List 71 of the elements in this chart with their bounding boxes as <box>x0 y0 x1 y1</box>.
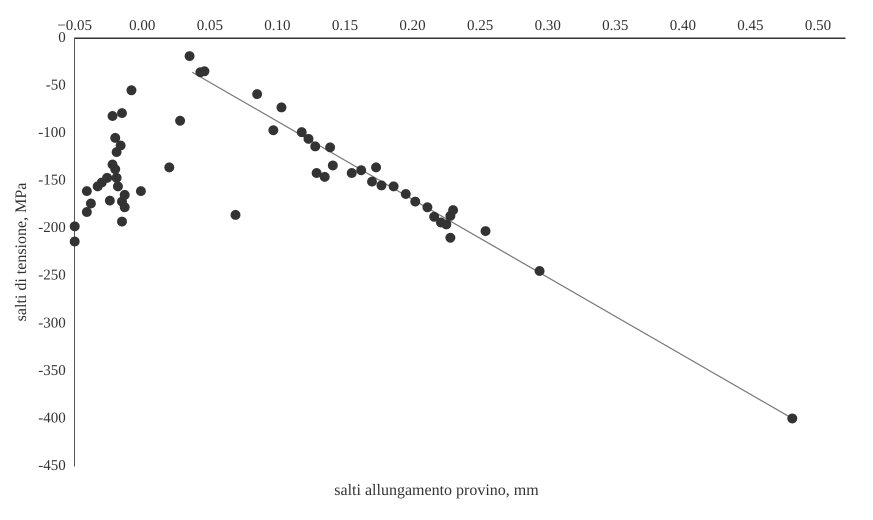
point <box>328 160 338 170</box>
y-axis-title: salti di tensione, MPa <box>12 182 30 322</box>
x-tick-label: 0.10 <box>264 18 291 34</box>
point <box>184 51 195 62</box>
point <box>70 221 80 232</box>
point <box>116 108 127 118</box>
point <box>388 181 399 192</box>
point <box>371 162 382 172</box>
point <box>312 168 322 178</box>
point <box>534 266 545 276</box>
point <box>310 141 320 152</box>
point <box>376 180 386 190</box>
point <box>325 142 336 152</box>
point <box>164 162 174 172</box>
x-tick-label: 0.15 <box>332 18 358 34</box>
point <box>252 89 262 100</box>
y-tick-label: -300 <box>38 315 66 332</box>
point <box>422 202 432 212</box>
y-tick-label: -100 <box>38 125 66 142</box>
y-tick-label: -400 <box>38 410 66 426</box>
point <box>116 216 127 227</box>
point <box>480 226 491 236</box>
point <box>110 164 120 174</box>
x-tick-label: 0.50 <box>804 18 832 34</box>
x-tick-label: 0.40 <box>670 18 696 34</box>
x-axis-title: salti allungamento provino, mm <box>333 482 540 500</box>
y-tick-label: -350 <box>38 362 66 379</box>
y-tick-label: -50 <box>46 77 66 94</box>
point <box>104 196 115 206</box>
point <box>112 172 122 183</box>
x-tick-label: 0.30 <box>534 18 561 34</box>
point <box>787 413 798 424</box>
point <box>296 127 307 138</box>
point <box>92 181 103 192</box>
point <box>441 219 452 230</box>
x-tick-label: 0.05 <box>196 18 223 34</box>
point <box>70 236 80 247</box>
point <box>356 165 366 176</box>
x-tick-label: 0.00 <box>129 18 156 34</box>
point <box>268 125 278 136</box>
point <box>126 85 136 96</box>
point <box>303 134 314 144</box>
point <box>136 186 146 196</box>
point <box>230 210 241 220</box>
y-tick-label: -250 <box>38 268 66 284</box>
point <box>108 110 118 121</box>
point <box>367 176 378 187</box>
y-tick-label: -200 <box>38 220 66 236</box>
point <box>110 132 120 143</box>
point <box>276 102 286 112</box>
point <box>400 188 411 199</box>
point <box>320 172 330 182</box>
point <box>429 212 440 222</box>
x-tick-label: 0.20 <box>399 18 426 34</box>
x-tick-label: 0.45 <box>737 18 764 34</box>
point <box>346 168 357 178</box>
point <box>112 147 122 158</box>
point <box>120 202 130 212</box>
point <box>175 116 186 126</box>
point <box>86 198 96 208</box>
y-tick-label: 0 <box>58 30 66 46</box>
x-tick-label: 0.25 <box>466 18 494 34</box>
point <box>410 196 420 207</box>
point <box>82 186 92 196</box>
x-tick-label: 0.35 <box>602 18 628 34</box>
y-tick-label: -150 <box>38 172 66 189</box>
y-tick-label: -450 <box>38 458 66 474</box>
point <box>82 207 92 218</box>
point <box>445 232 456 243</box>
point <box>112 181 123 192</box>
point <box>445 210 456 221</box>
